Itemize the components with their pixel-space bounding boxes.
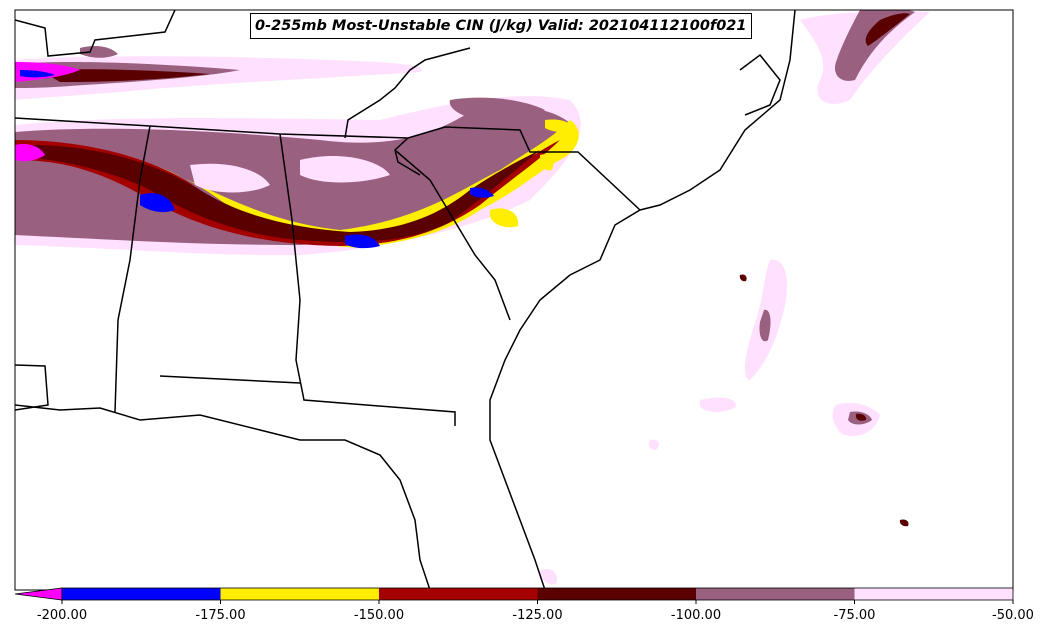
colorbar-bin-0 [62, 588, 221, 600]
colorbar-tick-label: -50.00 [992, 608, 1034, 623]
colorbar-tick-label: -100.00 [670, 608, 722, 623]
colorbar-bin-5 [854, 588, 1013, 600]
colorbar-bin-4 [696, 588, 855, 600]
colorbar-bin-2 [379, 588, 538, 600]
cin-contour-blue [140, 193, 175, 213]
colorbar-bin-1 [220, 588, 379, 600]
colorbar-bin-3 [537, 588, 696, 600]
cin-contour-magenta [15, 144, 45, 162]
cin-field [15, 10, 930, 585]
map-title: 0-255mb Most-Unstable CIN (J/kg) Valid: … [250, 13, 752, 39]
colorbar-tick-label: -150.00 [353, 608, 405, 623]
boundaries [15, 10, 796, 590]
colorbar [14, 587, 1014, 604]
cin-contour-dark [40, 69, 210, 82]
colorbar-tick-label: -175.00 [195, 608, 246, 623]
colorbar-tick-label: -125.00 [512, 608, 563, 623]
cin-contour-dark [30, 145, 540, 243]
colorbar-tick-label: -200.00 [36, 608, 88, 623]
cin-contour-blue [20, 70, 55, 78]
colorbar-tick-label: -75.00 [833, 608, 876, 623]
